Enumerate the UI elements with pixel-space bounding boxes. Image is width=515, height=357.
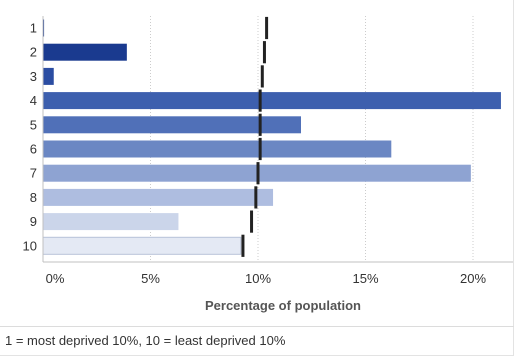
- x-tick-label: 5%: [141, 271, 160, 286]
- category-label: 8: [30, 190, 37, 205]
- axes: [42, 16, 513, 263]
- bar-decile-3: [43, 67, 54, 85]
- category-label: 7: [30, 166, 37, 181]
- category-label: 1: [30, 21, 37, 36]
- gridlines: [150, 16, 474, 262]
- category-label: 3: [30, 69, 37, 84]
- bar-decile-1: [43, 19, 45, 37]
- x-tick-label: 0%: [46, 271, 65, 286]
- bar-chart: 1 2 3 4 5 6 7 8 9 10 0% 5% 10% 15% 20% Percentage of …: [23, 16, 513, 313]
- category-label: 10: [23, 238, 37, 253]
- x-tick-labels: 0% 5% 10% 15% 20%: [46, 271, 487, 286]
- bars: [42, 19, 501, 255]
- x-axis-title: Percentage of population: [205, 298, 361, 313]
- category-label: 4: [30, 93, 37, 108]
- bar-decile-9: [43, 213, 179, 231]
- footnote: 1 = most deprived 10%, 10 = least depriv…: [5, 333, 286, 348]
- category-label: 9: [30, 214, 37, 229]
- x-tick-label: 10%: [245, 271, 271, 286]
- bar-decile-2: [43, 43, 127, 61]
- bar-decile-6: [43, 140, 392, 158]
- category-label: 5: [30, 117, 37, 132]
- bar-decile-8: [43, 188, 274, 206]
- x-tick-label: 15%: [352, 271, 378, 286]
- category-labels: 1 2 3 4 5 6 7 8 9 10: [23, 21, 37, 254]
- bar-decile-4: [43, 92, 501, 110]
- bar-decile-5: [43, 116, 301, 134]
- bar-decile-10: [42, 236, 242, 255]
- reference-markers: [241, 16, 269, 257]
- x-tick-label: 20%: [460, 271, 486, 286]
- category-label: 2: [30, 45, 37, 60]
- category-label: 6: [30, 142, 37, 157]
- divider: [0, 326, 514, 327]
